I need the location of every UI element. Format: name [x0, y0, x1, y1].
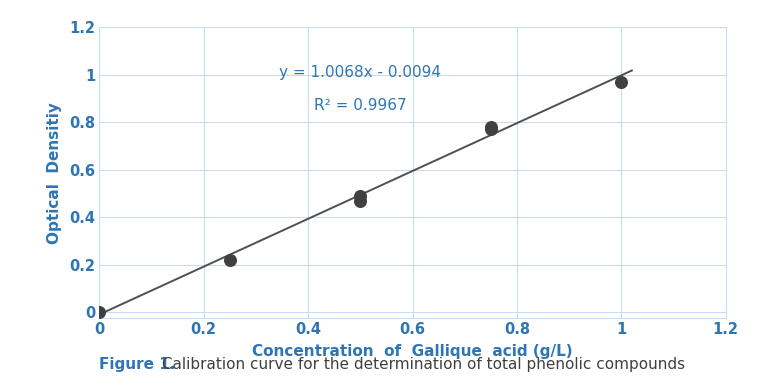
Text: y = 1.0068x - 0.0094: y = 1.0068x - 0.0094: [280, 65, 442, 80]
Text: Figure 1.: Figure 1.: [99, 357, 176, 372]
Y-axis label: Optical  Densitiy: Optical Densitiy: [47, 102, 62, 244]
Point: [354, 193, 367, 199]
Point: [615, 79, 627, 85]
Text: R² = 0.9967: R² = 0.9967: [314, 99, 406, 113]
Point: [354, 197, 367, 204]
Point: [224, 257, 236, 263]
X-axis label: Concentration  of  Gallique  acid (g/L): Concentration of Gallique acid (g/L): [252, 344, 573, 359]
Point: [484, 124, 497, 130]
Point: [484, 126, 497, 132]
Point: [93, 309, 105, 315]
Text: Calibration curve for the determination of total phenolic compounds: Calibration curve for the determination …: [157, 357, 685, 372]
